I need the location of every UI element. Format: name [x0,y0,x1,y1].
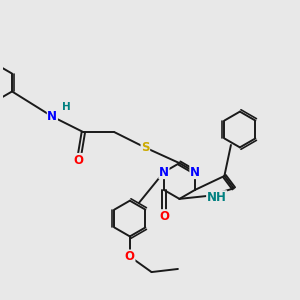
Text: H: H [62,102,71,112]
Text: N: N [159,166,169,178]
Text: N: N [190,166,200,178]
Text: NH: NH [207,191,226,204]
Text: N: N [47,110,57,123]
Text: O: O [125,250,135,263]
Text: O: O [159,210,169,223]
Text: S: S [141,141,150,154]
Text: O: O [74,154,84,166]
